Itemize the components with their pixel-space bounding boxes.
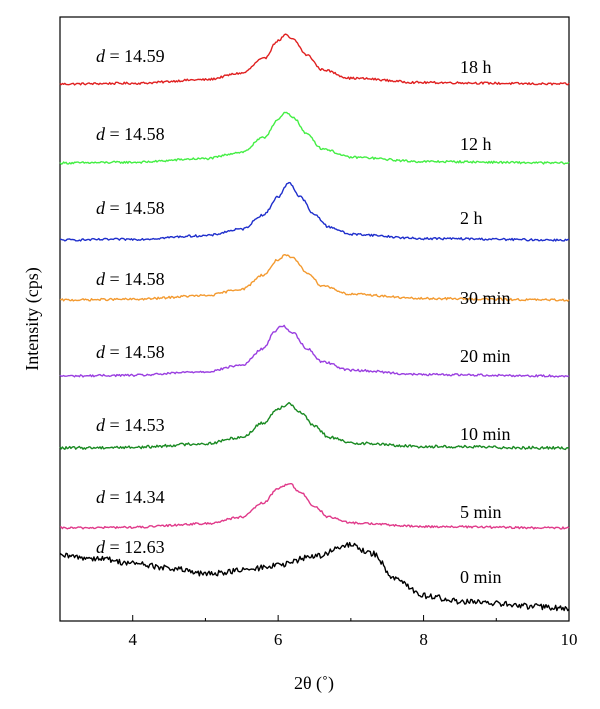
x-axis-label: 2θ (˚) [294, 673, 334, 694]
d-spacing-label: d = 14.58 [96, 198, 165, 218]
series-time-label: 10 min [460, 424, 511, 444]
series-labels: d = 14.59 18 h d = 14.58 12 h d = 14.58 2 h d … [96, 46, 511, 587]
series-line-30-min [59, 254, 570, 302]
d-spacing-label: d = 12.63 [96, 537, 165, 557]
x-ticks: 4 6 8 10 [59, 615, 578, 649]
series-line-0-min [59, 541, 570, 612]
series-group [59, 33, 570, 612]
d-spacing-label: d = 14.58 [96, 124, 165, 144]
series-time-label: 5 min [460, 502, 502, 522]
x-tick-label: 8 [419, 630, 428, 649]
series-time-label: 12 h [460, 134, 492, 154]
x-tick-label: 4 [128, 630, 137, 649]
series-time-label: 30 min [460, 288, 511, 308]
plot-frame [59, 16, 570, 622]
series-line-10-min [59, 401, 570, 451]
series-line-12-h [59, 111, 570, 165]
series-time-label: 0 min [460, 567, 502, 587]
series-line-20-min [59, 324, 570, 378]
series-line-18-h [59, 33, 570, 86]
series-line-5-min [59, 482, 570, 530]
series-line-2-h [59, 181, 570, 242]
d-spacing-label: d = 14.53 [96, 415, 165, 435]
series-time-label: 18 h [460, 57, 492, 77]
d-spacing-label: d = 14.34 [96, 487, 165, 507]
d-spacing-label: d = 14.59 [96, 46, 165, 66]
series-time-label: 2 h [460, 208, 483, 228]
d-spacing-label: d = 14.58 [96, 269, 165, 289]
d-spacing-label: d = 14.58 [96, 342, 165, 362]
y-axis-label: Intensity (cps) [22, 267, 43, 370]
x-tick-label: 10 [561, 630, 578, 649]
x-tick-label: 6 [274, 630, 283, 649]
series-time-label: 20 min [460, 346, 511, 366]
